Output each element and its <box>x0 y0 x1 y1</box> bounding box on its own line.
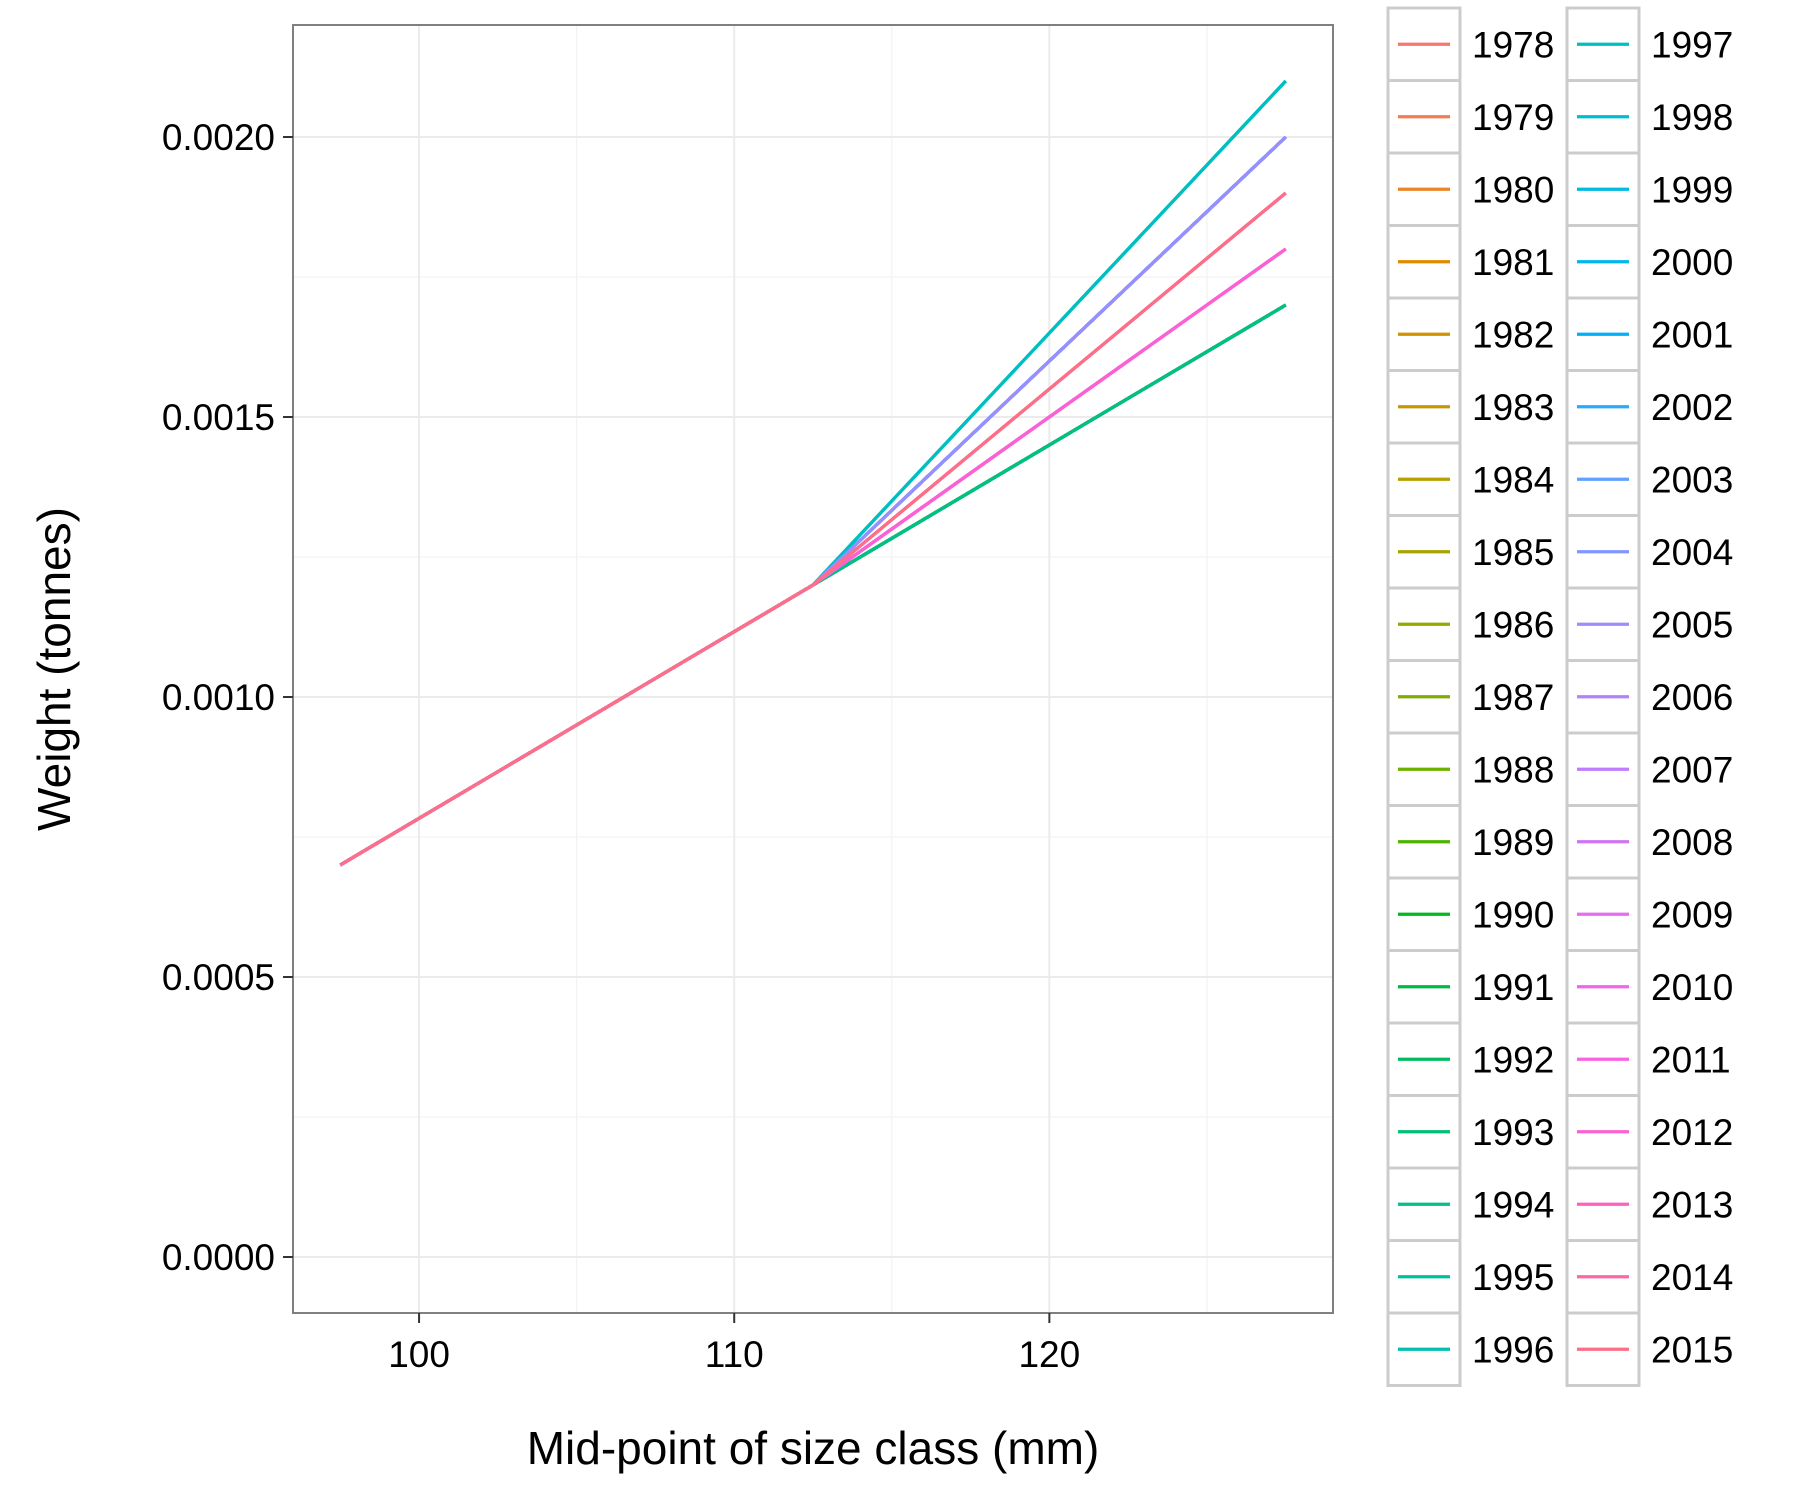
major-gridlines <box>293 25 1333 1313</box>
legend-item-1981: 1981 <box>1386 224 1554 300</box>
legend-label: 2011 <box>1651 1039 1731 1080</box>
legend-item-2005: 2005 <box>1565 586 1733 662</box>
legend-label: 1994 <box>1472 1184 1554 1225</box>
legend-item-1986: 1986 <box>1386 586 1554 662</box>
legend-label: 1978 <box>1472 24 1554 65</box>
legend-label: 2013 <box>1651 1184 1733 1225</box>
legend-item-1989: 1989 <box>1386 804 1554 880</box>
legend-item-1992: 1992 <box>1386 1021 1554 1097</box>
legend-item-2012: 2012 <box>1565 1094 1733 1170</box>
legend-label: 2006 <box>1651 677 1733 718</box>
legend-label: 1998 <box>1651 97 1733 138</box>
y-tick-label: 0.0000 <box>162 1237 275 1278</box>
legend-item-2007: 2007 <box>1565 731 1733 807</box>
plot-border <box>292 24 1334 1314</box>
legend-item-1978: 1978 <box>1386 6 1554 82</box>
legend-label: 2008 <box>1651 822 1733 863</box>
legend-item-2011: 2011 <box>1565 1021 1731 1097</box>
legend-label: 1991 <box>1472 967 1554 1008</box>
legend-label: 1996 <box>1472 1329 1554 1370</box>
legend-item-1997: 1997 <box>1565 6 1733 82</box>
y-axis-title: Weight (tonnes) <box>28 507 80 831</box>
x-axis: 100 110 120 <box>388 1313 1080 1375</box>
legend-label: 1983 <box>1472 387 1554 428</box>
legend-item-2004: 2004 <box>1565 514 1733 590</box>
legend-label: 1985 <box>1472 532 1554 573</box>
legend-item-1982: 1982 <box>1386 296 1554 372</box>
legend-item-1979: 1979 <box>1386 79 1554 155</box>
legend-item-1990: 1990 <box>1386 876 1554 952</box>
series-line-2015 <box>339 191 1287 867</box>
legend-item-1999: 1999 <box>1565 151 1733 227</box>
plot-panel <box>292 24 1334 1314</box>
legend-label: 1988 <box>1472 749 1554 790</box>
legend-label: 2003 <box>1651 459 1733 500</box>
legend-item-2003: 2003 <box>1565 441 1733 517</box>
legend-item-2008: 2008 <box>1565 804 1733 880</box>
legend-label: 1980 <box>1472 169 1554 210</box>
legend-label: 1997 <box>1651 24 1733 65</box>
legend-item-1985: 1985 <box>1386 514 1554 590</box>
plot-background <box>293 25 1333 1313</box>
legend-label: 2002 <box>1651 387 1733 428</box>
legend-label: 2015 <box>1651 1329 1733 1370</box>
legend-label: 1993 <box>1472 1112 1554 1153</box>
series-lines <box>339 79 1287 867</box>
legend-item-1994: 1994 <box>1386 1166 1554 1242</box>
legend-label: 1986 <box>1472 604 1554 645</box>
legend-label: 2007 <box>1651 749 1733 790</box>
x-tick-label: 120 <box>1018 1334 1080 1375</box>
legend-label: 2005 <box>1651 604 1733 645</box>
legend-label: 1982 <box>1472 314 1554 355</box>
legend-label: 2000 <box>1651 242 1733 283</box>
legend-label: 2004 <box>1651 532 1733 573</box>
legend-item-2001: 2001 <box>1565 296 1733 372</box>
legend-label: 1995 <box>1472 1257 1554 1298</box>
y-tick-label: 0.0015 <box>162 397 275 438</box>
legend-item-2013: 2013 <box>1565 1166 1733 1242</box>
legend-label: 1999 <box>1651 169 1733 210</box>
legend-item-1988: 1988 <box>1386 731 1554 807</box>
legend-item-2000: 2000 <box>1565 224 1733 300</box>
legend-label: 1984 <box>1472 459 1554 500</box>
legend-label: 2001 <box>1651 314 1733 355</box>
legend-item-2010: 2010 <box>1565 949 1733 1025</box>
legend-label: 1981 <box>1472 242 1554 283</box>
y-tick-label: 0.0020 <box>162 117 275 158</box>
legend: 1978 1979 1980 1981 1982 1983 1984 1985 1986 1987… <box>1386 6 1733 1387</box>
legend-item-1991: 1991 <box>1386 949 1554 1025</box>
legend-label: 1992 <box>1472 1039 1554 1080</box>
legend-item-2002: 2002 <box>1565 369 1733 445</box>
x-tick-label: 100 <box>388 1334 450 1375</box>
legend-item-2014: 2014 <box>1565 1239 1733 1315</box>
legend-label: 2009 <box>1651 894 1733 935</box>
minor-gridlines <box>293 25 1333 1313</box>
x-tick-label: 110 <box>705 1334 764 1375</box>
legend-label: 2012 <box>1651 1112 1733 1153</box>
legend-item-1998: 1998 <box>1565 79 1733 155</box>
legend-label: 1989 <box>1472 822 1554 863</box>
legend-item-1983: 1983 <box>1386 369 1554 445</box>
legend-item-2015: 2015 <box>1565 1311 1733 1387</box>
legend-item-2006: 2006 <box>1565 659 1733 735</box>
legend-item-1993: 1993 <box>1386 1094 1554 1170</box>
legend-label: 1987 <box>1472 677 1554 718</box>
legend-item-2009: 2009 <box>1565 876 1733 952</box>
legend-item-1980: 1980 <box>1386 151 1554 227</box>
legend-label: 2014 <box>1651 1257 1733 1298</box>
legend-label: 1990 <box>1472 894 1554 935</box>
legend-item-1984: 1984 <box>1386 441 1554 517</box>
y-axis: 0.0000 0.0005 0.0010 0.0015 0.0020 <box>162 117 293 1278</box>
legend-label: 1979 <box>1472 97 1554 138</box>
legend-label: 2010 <box>1651 967 1733 1008</box>
y-tick-label: 0.0005 <box>162 957 275 998</box>
legend-item-1996: 1996 <box>1386 1311 1554 1387</box>
legend-item-1995: 1995 <box>1386 1239 1554 1315</box>
legend-item-1987: 1987 <box>1386 659 1554 735</box>
x-axis-title: Mid-point of size class (mm) <box>527 1422 1100 1474</box>
y-tick-label: 0.0010 <box>162 677 275 718</box>
